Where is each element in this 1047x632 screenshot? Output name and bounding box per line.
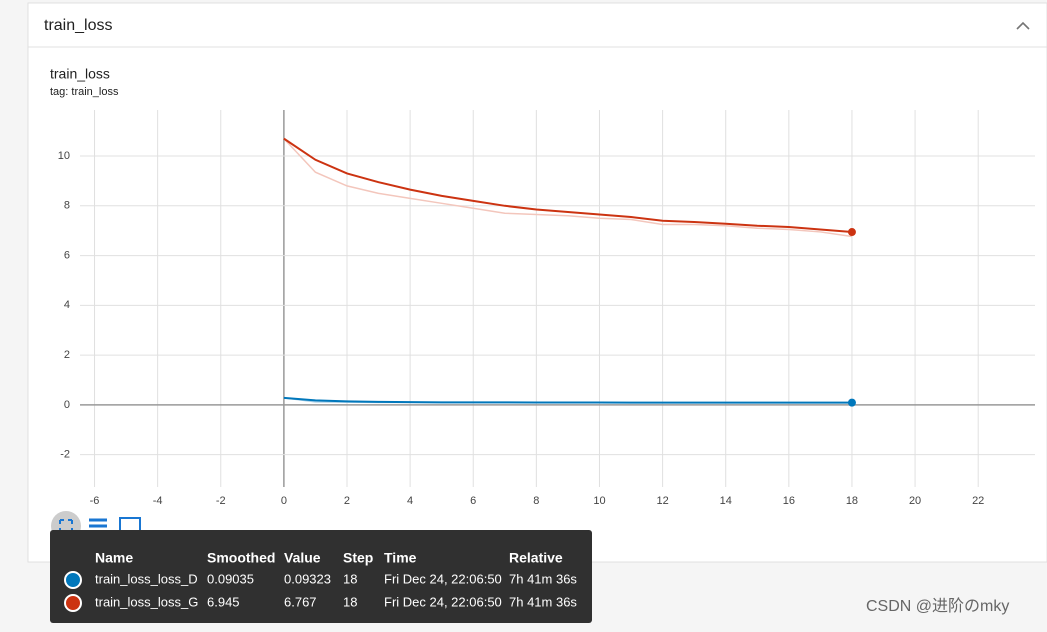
raw-line (283, 138, 853, 238)
tooltip-header: Relative (509, 550, 563, 566)
chart-subtitle: tag: train_loss (50, 86, 119, 98)
smoothed-line (283, 137, 853, 234)
x-tick-label: 18 (846, 495, 858, 507)
x-tick-label: 12 (656, 495, 668, 507)
point-marker (847, 398, 856, 407)
tooltip-cell: 0.09323 (284, 571, 331, 586)
y-tick-label: 2 (64, 349, 70, 361)
watermark: CSDN @进阶のmky (866, 597, 1009, 615)
tooltip-header: Time (384, 550, 417, 566)
y-tick-label: 10 (58, 150, 70, 162)
x-tick-label: 0 (281, 495, 287, 507)
y-tick-label: 6 (64, 249, 70, 261)
x-tick-label: 2 (344, 495, 350, 507)
series-swatch (64, 571, 82, 589)
tooltip-cell: 7h 41m 36s (509, 571, 577, 586)
x-tick-label: 4 (407, 495, 413, 507)
tooltip-cell: 7h 41m 36s (509, 594, 577, 609)
x-tick-label: 8 (533, 495, 539, 507)
y-tick-label: 0 (64, 399, 70, 411)
tooltip-cell: 6.767 (284, 594, 317, 609)
card (27, 2, 1047, 563)
tooltip-header: Smoothed (207, 550, 275, 566)
point-marker (847, 228, 856, 237)
x-tick-label: 14 (720, 495, 732, 507)
tooltip-header: Step (343, 550, 373, 566)
x-tick-label: 6 (470, 495, 476, 507)
tooltip-cell: Fri Dec 24, 22:06:50 (384, 594, 502, 609)
x-tick-label: 22 (972, 495, 984, 507)
tooltip-cell: train_loss_loss_G (95, 594, 198, 609)
x-tick-label: -4 (153, 495, 163, 507)
tooltip-cell: 6.945 (207, 594, 240, 609)
x-tick-label: -6 (90, 495, 100, 507)
panel-title: train_loss (44, 17, 112, 34)
smoothed-line (283, 396, 852, 404)
y-tick-label: 4 (64, 299, 70, 311)
y-tick-label: 8 (64, 200, 70, 212)
series-swatch (64, 594, 82, 612)
tooltip-cell: 18 (343, 571, 357, 586)
tooltip-cell: 18 (343, 594, 357, 609)
x-tick-label: 10 (593, 495, 605, 507)
x-tick-label: 20 (909, 495, 921, 507)
tooltip-cell: Fri Dec 24, 22:06:50 (384, 571, 502, 586)
tooltip-header: Name (95, 550, 133, 566)
tooltip-cell: train_loss_loss_D (95, 571, 198, 586)
tooltip-cell: 0.09035 (207, 571, 254, 586)
plot: -6 -4 -2 0 2 4 6 8 10 12 14 16 18 20 22 -2 0 2 4 6 8 10 (58, 110, 1035, 507)
y-tick-label: -2 (60, 449, 70, 461)
x-tick-label: 16 (783, 495, 795, 507)
tooltip (50, 530, 592, 623)
collapse-icon[interactable] (1016, 21, 1030, 30)
tooltip-header: Value (284, 550, 321, 566)
chart-title: train_loss (50, 66, 110, 82)
x-tick-label: -2 (216, 495, 226, 507)
